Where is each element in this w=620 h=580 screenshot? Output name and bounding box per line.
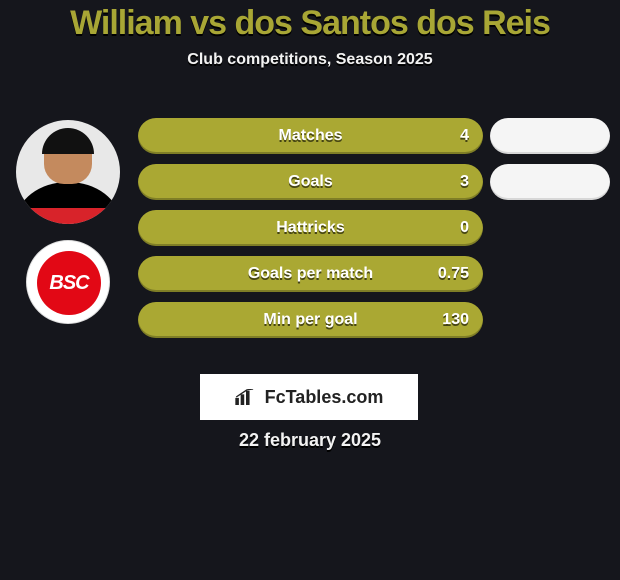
page-subtitle: Club competitions, Season 2025: [0, 51, 620, 69]
stat-row: Hattricks0: [138, 210, 483, 246]
chart-icon: [235, 389, 257, 405]
stat-value: 0.75: [438, 256, 469, 292]
stat-row: Matches4: [138, 118, 483, 154]
stat-value: 4: [460, 118, 469, 154]
left-column: BSC: [8, 120, 128, 324]
stat-label: Goals: [138, 164, 483, 200]
club-crest: BSC: [26, 240, 110, 324]
opponent-pill: [490, 118, 610, 154]
opponent-pill: [490, 164, 610, 200]
stat-label: Hattricks: [138, 210, 483, 246]
date-label: 22 february 2025: [0, 430, 620, 451]
stat-row: Min per goal130: [138, 302, 483, 338]
stat-value: 3: [460, 164, 469, 200]
stat-value: 130: [442, 302, 469, 338]
branding-text: FcTables.com: [265, 387, 384, 408]
stat-row: Goals3: [138, 164, 483, 200]
page-title: William vs dos Santos dos Reis: [0, 0, 620, 43]
crest-text: BSC: [49, 272, 88, 295]
branding-badge: FcTables.com: [200, 374, 418, 420]
stat-value: 0: [460, 210, 469, 246]
stat-bars: Matches4Goals3Hattricks0Goals per match0…: [138, 118, 483, 348]
player-avatar: [16, 120, 120, 224]
stat-label: Min per goal: [138, 302, 483, 338]
opponent-pills: [490, 118, 610, 210]
stat-row: Goals per match0.75: [138, 256, 483, 292]
stat-label: Goals per match: [138, 256, 483, 292]
stat-label: Matches: [138, 118, 483, 154]
